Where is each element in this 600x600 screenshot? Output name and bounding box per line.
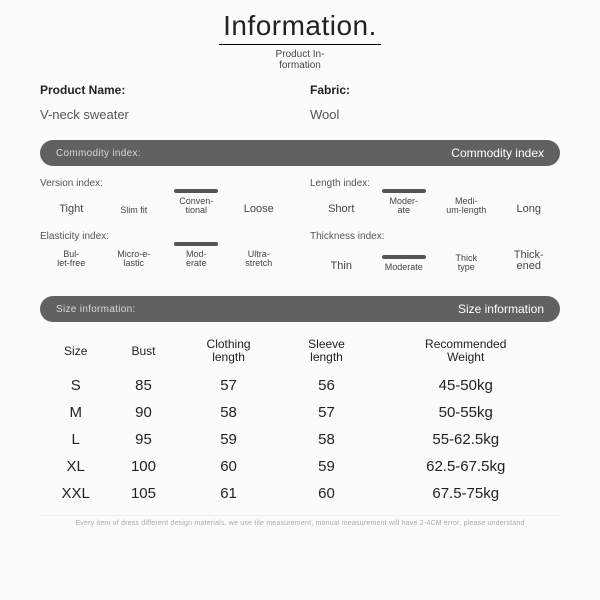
table-cell: 57: [282, 399, 372, 426]
scale-option: Moder- ate: [373, 197, 436, 215]
scale-option: Thick type: [435, 254, 498, 272]
table-row: M90585750-55kg: [40, 399, 560, 426]
scale-option: Loose: [228, 204, 291, 215]
elasticity-scale: Bul- let-freeMicro-e- lasticMod- erateUl…: [40, 250, 290, 268]
elasticity-index-label: Elasticity index:: [40, 231, 290, 242]
table-cell: 45-50kg: [371, 372, 560, 399]
footnote: Every item of dress different design mat…: [40, 515, 560, 527]
scale-option: Micro-e- lastic: [103, 250, 166, 268]
table-row: S85575645-50kg: [40, 372, 560, 399]
table-cell: 59: [176, 426, 282, 453]
scale-option: Long: [498, 204, 561, 215]
scale-option: Thick- ened: [498, 250, 561, 272]
table-cell: 60: [282, 480, 372, 507]
size-table: SizeBustClothing lengthSleeve lengthReco…: [40, 334, 560, 507]
size-pill-left: Size information:: [56, 304, 136, 315]
product-fields: Product Name: V-neck sweater Fabric: Woo…: [40, 83, 560, 132]
table-cell: 58: [282, 426, 372, 453]
scale-option: Medi- um-length: [435, 197, 498, 215]
table-cell: 50-55kg: [371, 399, 560, 426]
scale-option: Tight: [40, 204, 103, 215]
index-row-2: Elasticity index: Bul- let-freeMicro-e- …: [40, 231, 560, 288]
table-row: L95595855-62.5kg: [40, 426, 560, 453]
table-cell: 58: [176, 399, 282, 426]
scale-option: Slim fit: [103, 206, 166, 215]
table-cell: 59: [282, 453, 372, 480]
table-cell: 61: [176, 480, 282, 507]
table-cell: 95: [111, 426, 175, 453]
page-title: Information.: [219, 10, 381, 45]
table-cell: 105: [111, 480, 175, 507]
table-cell: XL: [40, 453, 111, 480]
index-row-1: Version index: TightSlim fitConven- tion…: [40, 178, 560, 231]
product-name-value: V-neck sweater: [40, 107, 290, 122]
table-row: XXL105616067.5-75kg: [40, 480, 560, 507]
table-cell: 55-62.5kg: [371, 426, 560, 453]
scale-option: Ultra- stretch: [228, 250, 291, 268]
thickness-scale: ThinModerateThick typeThick- ened: [310, 250, 560, 272]
title-wrap: Information.: [40, 10, 560, 45]
commodity-index-pill: Commodity index: Commodity index: [40, 140, 560, 166]
page: Information. Product In-formation Produc…: [0, 0, 600, 527]
table-cell: 57: [176, 372, 282, 399]
size-pill-right: Size information: [458, 302, 544, 316]
table-cell: 67.5-75kg: [371, 480, 560, 507]
table-cell: 56: [282, 372, 372, 399]
size-table-header: Bust: [111, 334, 175, 372]
table-cell: XXL: [40, 480, 111, 507]
size-table-header: Clothing length: [176, 334, 282, 372]
version-index-label: Version index:: [40, 178, 290, 189]
size-table-header: Size: [40, 334, 111, 372]
thickness-index-label: Thickness index:: [310, 231, 560, 242]
table-cell: 62.5-67.5kg: [371, 453, 560, 480]
table-cell: S: [40, 372, 111, 399]
pill-right-label: Commodity index: [451, 146, 544, 160]
table-cell: 85: [111, 372, 175, 399]
product-name-label: Product Name:: [40, 83, 290, 97]
size-table-header: Sleeve length: [282, 334, 372, 372]
table-cell: 60: [176, 453, 282, 480]
size-table-header-row: SizeBustClothing lengthSleeve lengthReco…: [40, 334, 560, 372]
table-cell: M: [40, 399, 111, 426]
length-scale: ShortModer- ateMedi- um-lengthLong: [310, 197, 560, 215]
length-index-label: Length index:: [310, 178, 560, 189]
size-table-header: Recommended Weight: [371, 334, 560, 372]
scale-option: Thin: [310, 261, 373, 272]
fabric-value: Wool: [310, 107, 560, 122]
page-subtitle: Product In-formation: [265, 49, 335, 71]
scale-option: Short: [310, 204, 373, 215]
table-cell: 100: [111, 453, 175, 480]
table-row: XL100605962.5-67.5kg: [40, 453, 560, 480]
version-scale: TightSlim fitConven- tionalLoose: [40, 197, 290, 215]
scale-option: Moderate: [373, 263, 436, 272]
table-cell: L: [40, 426, 111, 453]
scale-option: Mod- erate: [165, 250, 228, 268]
fabric-label: Fabric:: [310, 83, 560, 97]
pill-left-label: Commodity index:: [56, 148, 141, 159]
size-info-pill: Size information: Size information: [40, 296, 560, 322]
scale-option: Conven- tional: [165, 197, 228, 215]
table-cell: 90: [111, 399, 175, 426]
scale-option: Bul- let-free: [40, 250, 103, 268]
